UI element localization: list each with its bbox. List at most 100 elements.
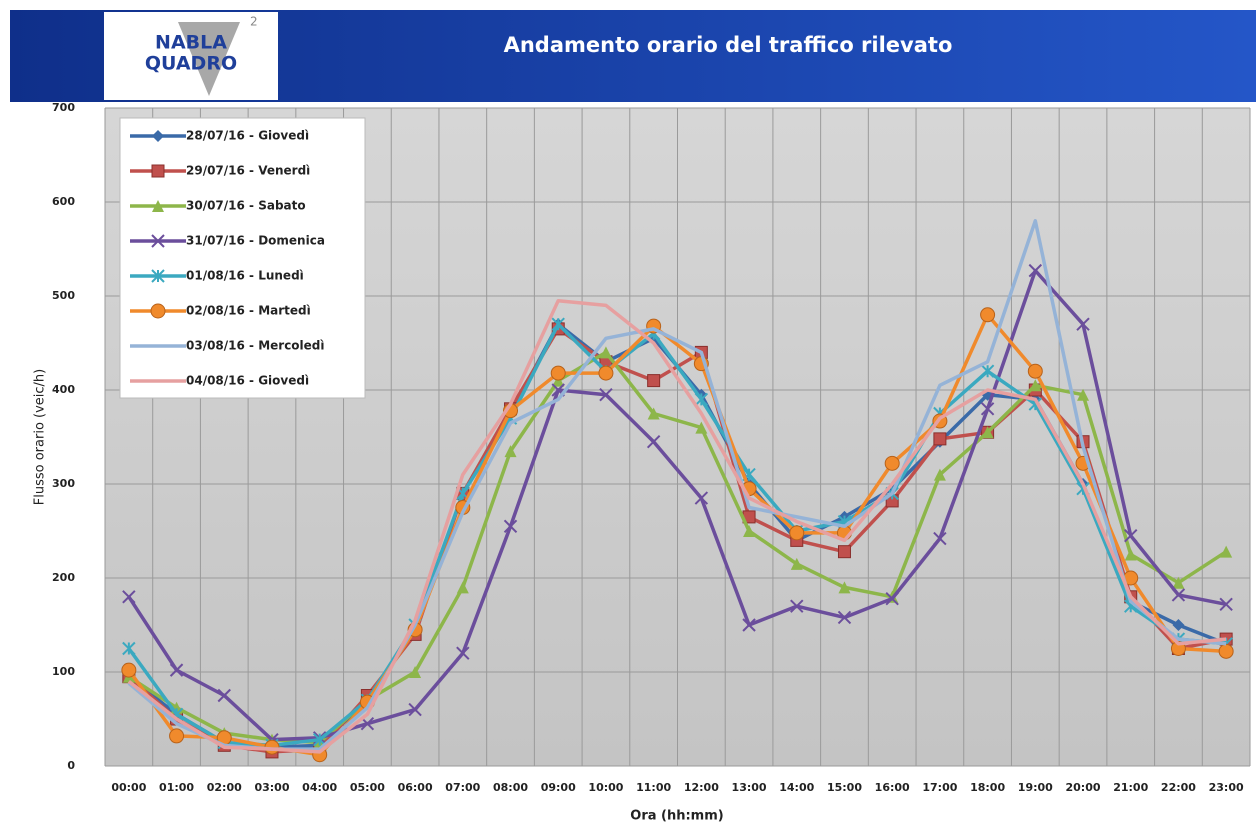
x-tick-label: 07:00 [445, 781, 480, 794]
marker [884, 455, 900, 471]
marker [552, 374, 565, 387]
legend-label: 03/08/16 - Mercoledì [186, 339, 325, 353]
marker [837, 610, 852, 625]
marker [1220, 545, 1233, 558]
legend: 28/07/16 - Giovedì 29/07/16 - Venerdì 30/0… [119, 117, 366, 399]
x-tick-label: 14:00 [779, 781, 814, 794]
marker [504, 445, 517, 458]
marker [933, 531, 947, 546]
x-tick-label: 21:00 [1113, 781, 1148, 794]
marker [1219, 597, 1233, 612]
marker [150, 303, 166, 319]
marker [456, 646, 470, 660]
x-tick-label: 13:00 [732, 781, 767, 794]
marker [217, 688, 231, 703]
x-tick-label: 10:00 [588, 781, 623, 794]
legend-label: 30/07/16 - Sabato [186, 199, 306, 213]
marker [1124, 528, 1138, 543]
marker [122, 641, 136, 656]
marker [599, 346, 612, 359]
legend-label: 28/07/16 - Giovedì [186, 129, 309, 143]
y-tick-label: 0 [67, 759, 75, 772]
x-tick-label: 04:00 [302, 781, 337, 794]
marker [152, 200, 164, 212]
marker [408, 702, 422, 717]
marker [1027, 363, 1043, 379]
y-tick-label: 200 [52, 571, 75, 584]
marker [503, 519, 518, 534]
x-tick-label: 02:00 [207, 781, 242, 794]
logo-triangle [178, 22, 240, 96]
legend-label: 04/08/16 - Giovedì [186, 374, 309, 388]
marker [694, 392, 709, 407]
x-tick-label: 00:00 [111, 781, 146, 794]
x-tick-label: 08:00 [493, 781, 528, 794]
x-tick-label: 16:00 [875, 781, 910, 794]
marker [1218, 643, 1234, 659]
marker [933, 432, 947, 446]
chart-title: Andamento orario del traffico rilevato [504, 33, 953, 57]
x-tick-label: 20:00 [1066, 781, 1101, 794]
x-tick-label: 19:00 [1018, 781, 1053, 794]
legend-label: 31/07/16 - Domenica [186, 234, 325, 248]
x-tick-label: 17:00 [922, 781, 957, 794]
marker [980, 364, 995, 378]
y-tick-label: 100 [52, 665, 75, 678]
grid [104, 107, 1251, 767]
logo-text: QUADRO [145, 53, 237, 75]
marker [1172, 619, 1185, 631]
marker [169, 663, 184, 677]
marker [1172, 576, 1185, 589]
marker [152, 130, 164, 142]
marker [1124, 548, 1137, 561]
marker [981, 426, 994, 439]
marker [599, 387, 613, 402]
marker [169, 728, 185, 744]
x-tick-label: 22:00 [1161, 781, 1196, 794]
marker [790, 599, 804, 613]
marker [1076, 317, 1090, 331]
marker [409, 666, 422, 678]
marker [933, 468, 946, 481]
x-tick-label: 01:00 [159, 781, 194, 794]
marker [1077, 388, 1090, 401]
lines [121, 219, 1234, 763]
marker [598, 365, 614, 381]
series-line [127, 313, 1227, 757]
marker [695, 421, 708, 434]
x-tick-label: 23:00 [1209, 781, 1244, 794]
series-line [127, 219, 1227, 751]
x-tick-label: 09:00 [541, 781, 576, 794]
marker [980, 402, 995, 416]
y-tick-label: 500 [52, 289, 75, 302]
marker [1171, 588, 1186, 602]
marker [456, 581, 469, 594]
marker [122, 590, 136, 604]
x-tick-label: 11:00 [636, 781, 671, 794]
logo-text: NABLA [155, 32, 227, 54]
marker [1028, 263, 1043, 278]
marker [647, 374, 661, 388]
legend-box [119, 117, 366, 399]
marker [151, 164, 165, 178]
x-tick-label: 05:00 [350, 781, 385, 794]
legend-label: 02/08/16 - Martedì [186, 304, 311, 318]
series-line [127, 322, 1227, 748]
marker [121, 662, 137, 678]
marker [1029, 379, 1042, 392]
series-line [127, 268, 1227, 742]
marker [646, 434, 661, 449]
marker [789, 525, 805, 541]
marker [790, 557, 803, 570]
marker [980, 307, 996, 323]
marker [151, 269, 165, 283]
legend-label: 01/08/16 - Lunedì [186, 269, 304, 283]
x-axis-label: Ora (hh:mm) [630, 809, 723, 824]
y-tick-label: 300 [52, 477, 75, 490]
y-tick-label: 600 [52, 195, 75, 208]
x-tick-label: 15:00 [827, 781, 862, 794]
y-tick-label: 400 [52, 383, 75, 396]
marker [837, 545, 851, 559]
marker [550, 365, 566, 381]
